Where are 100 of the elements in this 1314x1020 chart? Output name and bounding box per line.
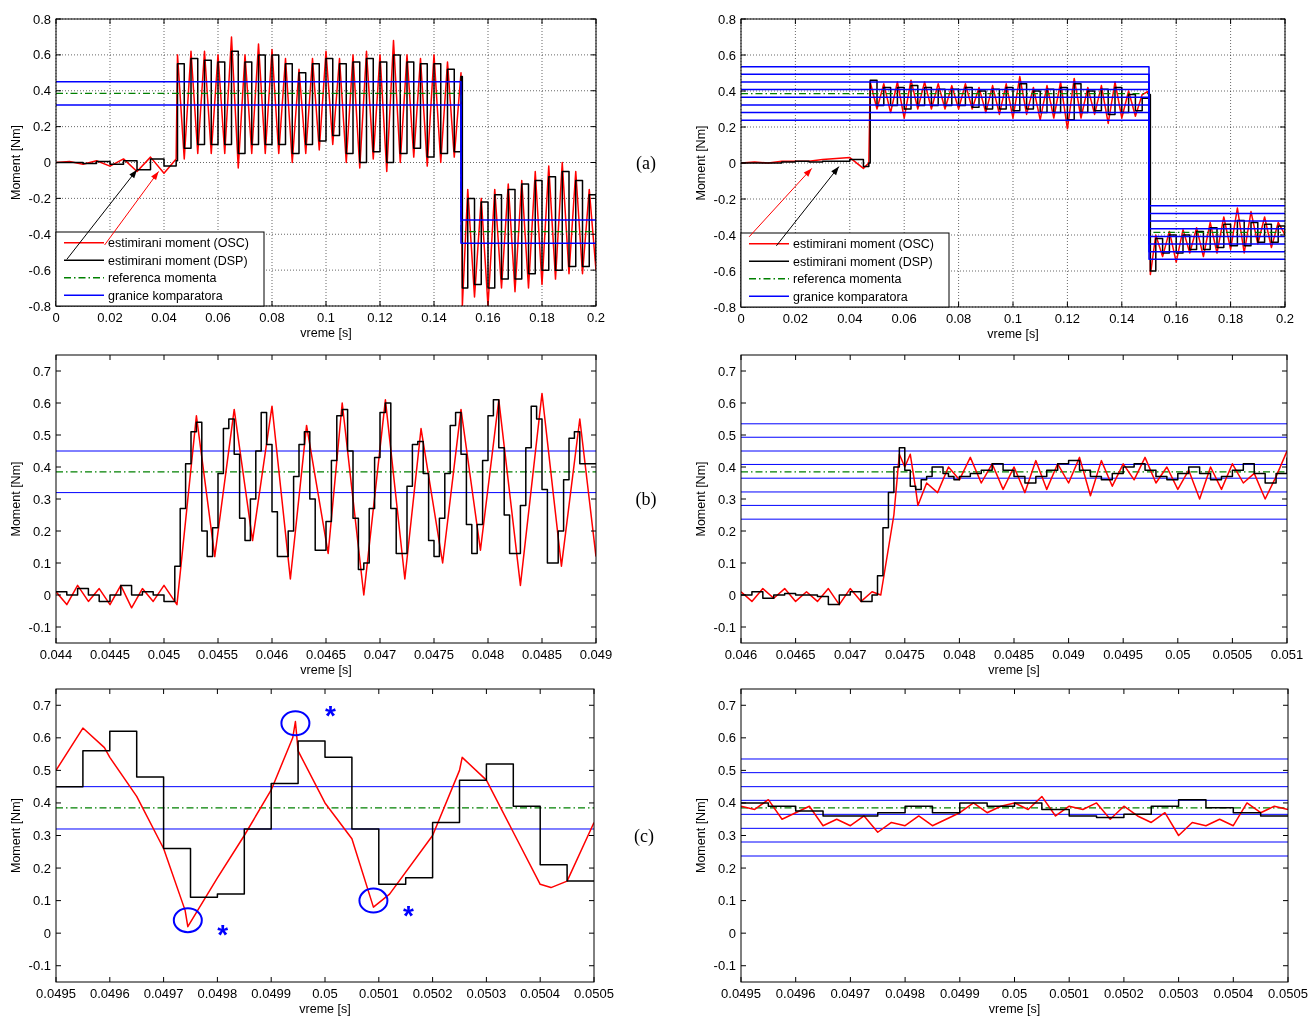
x-tick-label: 0.0501	[1049, 986, 1090, 1001]
x-tick-label: 0.08	[945, 311, 972, 326]
y-tick-label: 0.3	[717, 828, 736, 844]
y-tick-label: 0.7	[32, 697, 51, 713]
legend-label: estimirani moment (DSP)	[793, 254, 933, 269]
x-tick-label: 0.0504	[1213, 986, 1254, 1001]
y-tick-label: 0.1	[717, 555, 736, 571]
x-tick-label: 0.06	[205, 310, 231, 325]
annotation: *	[402, 899, 414, 931]
y-tick-label: 0.8	[32, 11, 51, 27]
x-tick-label: 0.0497	[830, 986, 871, 1001]
y-axis-title: Moment [Nm]	[694, 125, 708, 201]
y-tick-label: 0.2	[717, 119, 736, 135]
legend-label: granice komparatora	[793, 289, 908, 304]
x-tick-label: 0.0445	[90, 647, 130, 662]
text: (c)	[634, 825, 654, 847]
x-tick-label: 0.0475	[414, 647, 454, 662]
x-tick-label: 0.16	[475, 310, 501, 325]
x-tick-label: 0.16	[1163, 311, 1189, 326]
x-tick-label: 0.0503	[1158, 986, 1199, 1001]
annotation: *	[324, 700, 336, 732]
x-tick-label: 0.0496	[89, 986, 130, 1001]
y-tick-label: -0.1	[713, 619, 736, 635]
y-tick-label: 0.6	[717, 730, 736, 746]
x-tick-label: 0.0503	[466, 986, 507, 1001]
y-tick-label: 0.5	[32, 762, 51, 778]
x-tick-label: 0.0465	[775, 647, 816, 662]
y-tick-label: 0.3	[32, 491, 51, 507]
y-axis-title: Moment [Nm]	[9, 797, 23, 874]
x-tick-label: 0.2	[1275, 311, 1295, 326]
y-tick-label: 0.7	[717, 697, 736, 713]
y-tick-label: -0.1	[28, 958, 51, 974]
y-tick-label: 0.2	[717, 523, 736, 539]
y-tick-label: -0.6	[713, 263, 736, 279]
y-axis-title: Moment [Nm]	[9, 461, 23, 537]
x-axis-title: vreme [s]	[988, 1002, 1041, 1016]
y-tick-label: 0.1	[717, 893, 736, 909]
y-tick-label: 0.3	[717, 491, 736, 507]
x-tick-label: 0.0498	[885, 986, 925, 1001]
x-tick-label: 0.14	[1109, 311, 1135, 326]
x-tick-label: 0.0498	[197, 986, 238, 1001]
x-tick-label: 0.046	[255, 647, 289, 662]
y-axis-title: Moment [Nm]	[9, 124, 23, 201]
x-tick-label: 0.18	[529, 310, 555, 325]
x-tick-label: 0.0475	[884, 647, 925, 662]
x-tick-label: 0.0455	[198, 647, 238, 662]
y-tick-label: -0.8	[28, 298, 51, 314]
x-tick-label: 0.048	[471, 647, 505, 662]
y-tick-label: 0.7	[32, 363, 51, 379]
x-tick-label: 0.0495	[36, 986, 76, 1001]
x-tick-label: 0.046	[724, 647, 758, 662]
x-tick-label: 0.0505	[1212, 647, 1253, 662]
x-tick-label: 0.051	[1270, 647, 1304, 662]
x-tick-label: 0.0505	[1268, 986, 1308, 1001]
x-tick-label: 0.04	[837, 311, 863, 326]
legend-label: estimirani moment (OSC)	[793, 237, 934, 252]
y-tick-label: 0.4	[32, 83, 51, 99]
y-tick-label: 0	[43, 587, 51, 603]
y-axis-title: Moment [Nm]	[694, 461, 708, 537]
y-tick-label: 0.1	[32, 893, 51, 909]
y-tick-label: -0.6	[28, 262, 51, 278]
x-tick-label: 0.048	[943, 647, 976, 662]
x-axis-title: vreme [s]	[299, 1002, 351, 1016]
x-tick-label: 0.0495	[1103, 647, 1144, 662]
y-tick-label: 0.6	[717, 395, 736, 411]
x-tick-label: 0.02	[97, 310, 123, 325]
x-tick-label: 0.0499	[939, 986, 980, 1001]
x-axis-title: vreme [s]	[987, 327, 1039, 341]
x-tick-label: 0.0496	[775, 986, 816, 1001]
x-tick-label: 0.1	[1003, 311, 1023, 326]
x-tick-label: 0.04	[151, 310, 177, 325]
x-tick-label: 0.0501	[358, 986, 399, 1001]
y-tick-label: 0.5	[32, 427, 51, 443]
x-tick-label: 0.0502	[412, 986, 453, 1001]
y-tick-label: 0.5	[717, 427, 736, 443]
x-tick-label: 0.02	[782, 311, 809, 326]
y-tick-label: 0.2	[32, 523, 51, 539]
y-tick-label: -0.4	[713, 227, 736, 243]
legend-label: estimirani moment (DSP)	[108, 253, 248, 268]
y-axis-title: Moment [Nm]	[694, 797, 708, 874]
y-tick-label: 0	[728, 155, 736, 171]
x-tick-label: 0.047	[363, 647, 397, 662]
y-tick-label: 0.4	[32, 795, 51, 811]
x-tick-label: 0.0465	[306, 647, 346, 662]
x-tick-label: 0.0505	[574, 986, 614, 1001]
y-tick-label: -0.2	[713, 191, 736, 207]
x-tick-label: 0.12	[367, 310, 393, 325]
y-tick-label: 0.6	[32, 47, 51, 63]
x-axis-title: vreme [s]	[300, 663, 352, 677]
x-tick-label: 0.12	[1054, 311, 1081, 326]
y-tick-label: -0.8	[713, 299, 736, 315]
x-tick-label: 0.049	[579, 647, 613, 662]
x-tick-label: 0.0485	[522, 647, 562, 662]
x-tick-label: 0.2	[586, 310, 606, 325]
y-tick-label: 0	[728, 925, 736, 941]
x-tick-label: 0.0497	[143, 986, 184, 1001]
y-tick-label: 0	[43, 925, 51, 941]
x-tick-label: 0.05	[1165, 647, 1191, 662]
y-tick-label: 0	[728, 587, 736, 603]
x-tick-label: 0.18	[1217, 311, 1244, 326]
